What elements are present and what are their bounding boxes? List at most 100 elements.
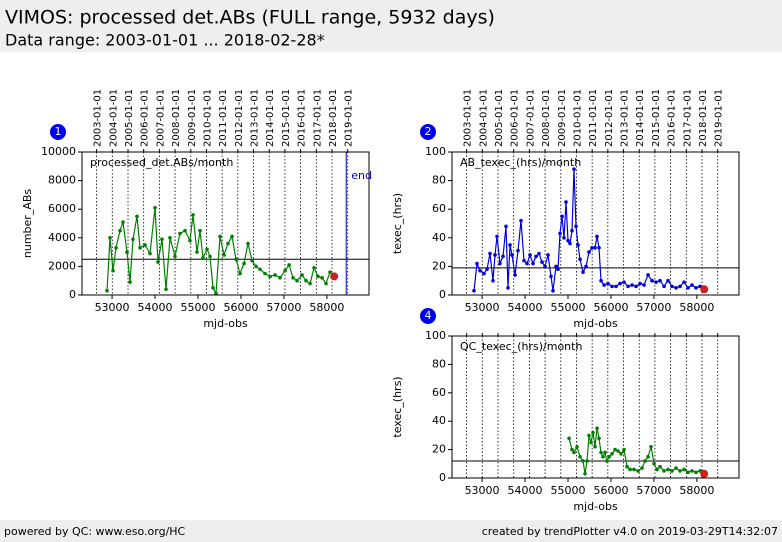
data-point xyxy=(560,214,564,219)
y-tick-label: 2000 xyxy=(48,259,76,272)
data-point xyxy=(606,281,610,286)
y-tick-label: 40 xyxy=(432,231,446,244)
x-tick-label: 54000 xyxy=(508,484,543,497)
x-axis-label: mjd-obs xyxy=(203,317,248,330)
data-point xyxy=(564,200,568,204)
data-point xyxy=(576,243,580,247)
data-point xyxy=(328,270,332,274)
data-point xyxy=(682,467,686,472)
data-point xyxy=(587,250,591,254)
badge xyxy=(420,124,436,140)
data-point xyxy=(198,228,202,233)
data-point xyxy=(566,238,570,243)
data-point xyxy=(242,261,246,266)
data-point xyxy=(590,246,594,250)
data-point xyxy=(295,278,299,283)
data-point xyxy=(694,470,698,475)
data-point xyxy=(618,281,622,286)
x-tick-label: 55000 xyxy=(181,301,216,314)
data-point xyxy=(201,256,205,260)
data-point xyxy=(642,283,646,287)
y-tick-label: 8000 xyxy=(48,174,76,187)
data-point xyxy=(493,253,497,257)
y-axis-label: number_ABs xyxy=(21,189,34,259)
last-point xyxy=(330,272,339,281)
data-point xyxy=(650,278,654,283)
data-point xyxy=(105,288,109,293)
data-point xyxy=(283,268,287,273)
data-point xyxy=(495,234,499,239)
data-point xyxy=(191,213,195,217)
data-point xyxy=(654,280,658,284)
data-point xyxy=(649,444,653,449)
data-point xyxy=(537,251,541,256)
data-point xyxy=(540,260,544,264)
data-point xyxy=(501,254,505,259)
y-tick-label: 80 xyxy=(432,357,446,370)
top-tick-label: 2006-01-01 xyxy=(510,89,521,147)
plot-frame xyxy=(451,335,740,479)
data-point xyxy=(238,271,242,276)
x-tick-label: 53000 xyxy=(465,484,500,497)
data-point xyxy=(549,274,553,279)
x-tick-label: 54000 xyxy=(508,301,543,314)
top-tick-label: 2014-01-01 xyxy=(635,89,646,147)
x-tick-label: 57000 xyxy=(636,484,671,497)
top-tick-label: 2008-01-01 xyxy=(541,89,552,147)
data-point xyxy=(508,243,512,247)
data-point xyxy=(662,284,666,289)
x-tick-label: 53000 xyxy=(95,301,130,314)
data-point xyxy=(591,430,595,435)
x-tick-label: 55000 xyxy=(551,301,586,314)
x-axis-label: mjd-obs xyxy=(573,500,618,513)
data-point xyxy=(148,251,152,256)
data-point xyxy=(682,280,686,284)
header-band xyxy=(0,0,782,52)
data-point xyxy=(195,250,199,254)
data-point xyxy=(614,284,618,289)
data-point xyxy=(574,224,578,229)
data-point xyxy=(498,261,502,266)
data-point xyxy=(218,234,222,239)
top-tick-label: 2015-01-01 xyxy=(651,89,662,147)
data-point xyxy=(597,436,601,441)
data-point xyxy=(278,276,282,280)
annotation: AB_texec_(hrs)/month xyxy=(460,156,581,169)
data-point xyxy=(694,286,698,290)
data-point xyxy=(506,286,510,290)
data-point xyxy=(320,276,324,280)
badge-label: 1 xyxy=(55,125,62,138)
data-point xyxy=(678,469,682,473)
data-point xyxy=(630,283,634,287)
top-tick-label: 2018-01-01 xyxy=(698,89,709,147)
data-point xyxy=(619,452,623,456)
data-point xyxy=(258,267,262,272)
data-point xyxy=(291,276,295,280)
data-point xyxy=(670,284,674,289)
data-point xyxy=(602,283,606,287)
data-point xyxy=(622,280,626,284)
data-point xyxy=(250,258,254,263)
data-point xyxy=(690,469,694,473)
data-point xyxy=(581,459,585,463)
data-point xyxy=(160,237,164,242)
data-point xyxy=(632,467,636,472)
data-point xyxy=(108,236,112,240)
data-point xyxy=(268,274,272,279)
data-point xyxy=(636,469,640,473)
data-point xyxy=(643,459,647,463)
y-tick-label: 6000 xyxy=(48,202,76,215)
data-point xyxy=(121,220,125,224)
x-tick-label: 56000 xyxy=(593,484,628,497)
top-tick-label: 2019-01-01 xyxy=(344,89,355,147)
x-tick-label: 56000 xyxy=(593,301,628,314)
data-point xyxy=(135,214,139,219)
y-tick-label: 4000 xyxy=(48,231,76,244)
data-point xyxy=(308,281,312,286)
data-point xyxy=(674,286,678,290)
data-point xyxy=(246,241,250,246)
x-tick-label: 57000 xyxy=(266,301,301,314)
data-point xyxy=(646,454,650,459)
data-point xyxy=(488,251,492,256)
plot-frame xyxy=(81,151,370,296)
